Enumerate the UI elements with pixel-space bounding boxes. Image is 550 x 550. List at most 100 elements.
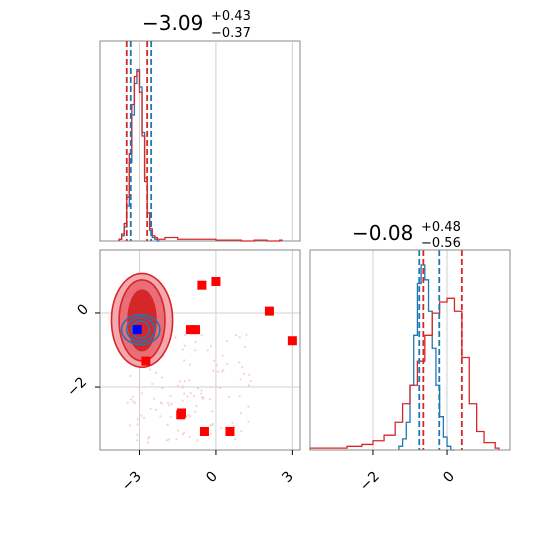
- red-marker: [287, 336, 297, 346]
- markers: [132, 276, 297, 436]
- quantile-lines: [418, 250, 463, 450]
- faint-sample: [130, 398, 133, 401]
- faint-sample: [201, 397, 205, 400]
- ticks: [372, 450, 448, 455]
- title-plus: +0.48: [421, 220, 461, 235]
- faint-sample: [184, 334, 187, 337]
- faint-sample: [221, 354, 224, 357]
- faint-sample: [160, 402, 164, 405]
- x-tick-label-3: 3: [279, 469, 297, 487]
- faint-sample: [197, 387, 200, 390]
- faint-sample: [186, 395, 189, 398]
- title-median: −0.08: [352, 221, 413, 245]
- faint-sample: [183, 392, 186, 395]
- density-contours: [110, 272, 174, 369]
- faint-sample: [183, 431, 186, 434]
- faint-sample: [169, 415, 172, 418]
- faint-sample: [187, 413, 190, 416]
- faint-sample: [129, 374, 132, 377]
- faint-sample: [154, 371, 158, 374]
- red-marker: [185, 325, 195, 335]
- faint-sample: [211, 422, 215, 425]
- faint-sample: [238, 336, 241, 339]
- faint-sample: [140, 414, 143, 417]
- faint-sample: [247, 405, 250, 408]
- faint-sample: [160, 376, 164, 379]
- faint-sample: [189, 392, 192, 395]
- faint-sample: [189, 363, 192, 366]
- title-median: −3.09: [142, 11, 203, 35]
- red-marker: [141, 356, 151, 366]
- panel-frame: [99, 249, 301, 451]
- faint-sample: [240, 429, 243, 433]
- faint-sample: [147, 437, 150, 440]
- ticks: [95, 312, 293, 455]
- faint-sample: [181, 348, 184, 351]
- faint-sample: [222, 368, 225, 372]
- contour-blue-level-1: [131, 320, 151, 339]
- faint-sample: [168, 404, 171, 407]
- faint-sample: [248, 373, 251, 377]
- faint-sample: [194, 349, 197, 352]
- red-marker: [176, 410, 186, 420]
- faint-sample: [146, 441, 149, 444]
- faint-sample: [188, 379, 191, 382]
- red-marker: [191, 325, 201, 335]
- faint-sample: [177, 429, 180, 432]
- faint-sample: [233, 425, 236, 428]
- faint-sample: [165, 439, 168, 442]
- faint-sample: [216, 370, 220, 373]
- histogram-series-2: [118, 70, 283, 242]
- y-tick-label-1: 0: [74, 301, 92, 319]
- faint-sample: [194, 410, 197, 413]
- faint-sample: [238, 361, 241, 364]
- faint-sample: [161, 387, 164, 390]
- faint-sample: [181, 433, 184, 436]
- faint-sample: [183, 380, 186, 383]
- panel-frame: [99, 40, 301, 242]
- faint-sample: [185, 415, 188, 418]
- faint-sample: [225, 339, 229, 343]
- contour-blue-level-3: [120, 313, 161, 346]
- faint-sample: [245, 333, 248, 336]
- faint-sample: [238, 395, 241, 398]
- red-marker: [211, 276, 221, 286]
- faint-sample: [200, 395, 203, 399]
- faint-sample: [188, 435, 191, 438]
- grid: [372, 250, 448, 450]
- faint-sample: [231, 421, 234, 424]
- faint-sample: [215, 363, 218, 367]
- faint-sample: [243, 345, 246, 349]
- red-marker: [264, 306, 274, 316]
- faint-sample: [220, 370, 224, 373]
- faint-sample: [174, 336, 177, 339]
- faint-sample: [226, 362, 229, 366]
- faint-sample: [181, 386, 184, 389]
- faint-sample: [211, 410, 214, 413]
- x-tick-label-2: 0: [203, 469, 221, 487]
- faint-sample: [149, 368, 152, 371]
- red-marker: [199, 426, 209, 436]
- faint-sample: [194, 340, 197, 344]
- faint-sample: [183, 359, 186, 362]
- faint-sample: [189, 415, 192, 418]
- faint-sample: [136, 418, 139, 421]
- faint-sample: [239, 412, 243, 415]
- faint-sample: [131, 395, 134, 398]
- x-tick-label-2: 0: [440, 469, 458, 487]
- faint-sample: [126, 401, 129, 404]
- histograms: [309, 264, 500, 451]
- faint-sample: [128, 424, 131, 427]
- faint-sample: [209, 344, 212, 348]
- faint-sample: [195, 404, 198, 407]
- panel-joint: −3 0 3 0 −2: [64, 249, 301, 494]
- faint-sample: [227, 395, 231, 398]
- faint-sample: [141, 392, 144, 395]
- faint-sample: [136, 423, 139, 426]
- faint-sample: [200, 334, 203, 337]
- faint-sample: [213, 359, 216, 362]
- faint-sample: [166, 401, 170, 404]
- faint-sample: [159, 415, 162, 418]
- faint-sample: [247, 420, 250, 423]
